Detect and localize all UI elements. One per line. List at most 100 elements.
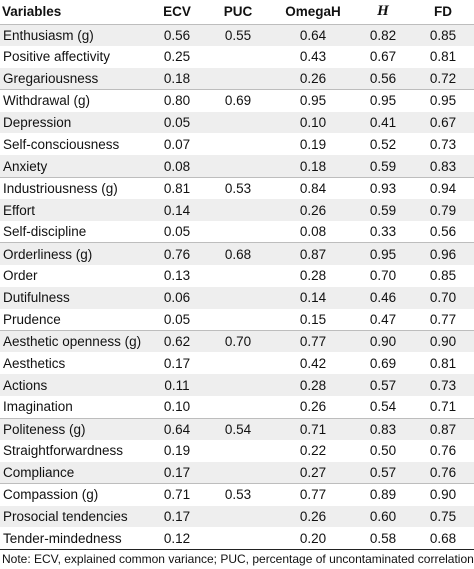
header-fd: FD: [434, 4, 452, 20]
cell-fd: 0.81: [429, 355, 457, 371]
header-h: H: [377, 3, 389, 20]
cell-puc: [204, 265, 272, 287]
cell-h: 0.50: [369, 443, 397, 459]
cell-ecv: 0.80: [150, 89, 204, 112]
cell-variable: Prudence: [3, 311, 61, 327]
table-row: Imagination 0.10 0.26 0.54 0.71: [0, 396, 474, 418]
cell-variable: Industriousness (g): [0, 176, 150, 200]
table-row: Anxiety 0.08 0.18 0.59 0.83: [0, 155, 474, 178]
table-row: Politeness (g) 0.64 0.54 0.71 0.83 0.87: [0, 417, 474, 440]
cell-omegah: 0.77: [272, 483, 354, 506]
table-row: Tender-mindedness 0.12 0.20 0.58 0.68: [0, 527, 474, 549]
cell-h: 0.59: [369, 158, 397, 174]
table-row: Actions 0.11 0.28 0.57 0.73: [0, 374, 474, 397]
cell-variable: Imagination: [3, 399, 73, 415]
cell-variable: Gregariousness: [3, 70, 99, 86]
table-note: Note: ECV, explained common variance; PU…: [0, 549, 474, 569]
header-ecv: ECV: [163, 4, 191, 20]
cell-ecv: 0.62: [150, 329, 204, 353]
cell-variable: Aesthetic openness (g): [0, 329, 150, 353]
cell-ecv: 0.14: [163, 202, 191, 218]
table-row: Compassion (g) 0.71 0.53 0.77 0.89 0.90: [0, 483, 474, 506]
cell-h: 0.95: [354, 89, 412, 112]
cell-ecv: 0.13: [163, 268, 191, 284]
cell-variable: Orderliness (g): [0, 242, 150, 265]
table-row: Order 0.13 0.28 0.70 0.85: [0, 265, 474, 287]
cell-h: 0.52: [369, 136, 397, 152]
table-row: Gregariousness 0.18 0.26 0.56 0.72: [0, 67, 474, 90]
cell-fd: 0.73: [429, 136, 457, 152]
cell-puc: [204, 221, 272, 243]
cell-h: 0.95: [354, 242, 412, 265]
cell-ecv: 0.19: [163, 443, 191, 459]
cell-ecv: 0.81: [150, 176, 204, 200]
cell-puc: [204, 352, 272, 374]
header-puc: PUC: [223, 4, 253, 20]
cell-ecv: 0.17: [163, 509, 191, 525]
table-row: Dutifulness 0.06 0.14 0.46 0.70: [0, 286, 474, 309]
cell-omegah: 0.08: [299, 224, 327, 240]
cell-puc: [204, 46, 272, 68]
cell-variable: Aesthetics: [3, 355, 66, 371]
table-row: Effort 0.14 0.26 0.59 0.79: [0, 199, 474, 222]
cell-fd: 0.72: [429, 70, 457, 86]
cell-puc: 0.53: [204, 483, 272, 506]
cell-fd: 0.95: [412, 89, 474, 112]
table-row: Industriousness (g) 0.81 0.53 0.84 0.93 0.94: [0, 176, 474, 200]
cell-omegah: 0.95: [272, 89, 354, 112]
table-row: Prudence 0.05 0.15 0.47 0.77: [0, 309, 474, 331]
cell-puc: [204, 527, 272, 549]
cell-fd: 0.76: [429, 465, 457, 480]
cell-puc: [204, 309, 272, 331]
cell-puc: 0.70: [204, 329, 272, 353]
cell-fd: 0.90: [412, 483, 474, 506]
cell-h: 0.46: [369, 290, 397, 306]
cell-ecv: 0.05: [163, 224, 191, 240]
cell-h: 0.56: [369, 70, 397, 86]
table-row: Aesthetics 0.17 0.42 0.69 0.81: [0, 352, 474, 374]
cell-puc: [204, 506, 272, 528]
cell-puc: [204, 374, 272, 396]
header-row: Variables ECV PUC OmegaH H FD: [0, 0, 474, 24]
cell-ecv: 0.08: [163, 158, 191, 174]
cell-fd: 0.75: [429, 509, 457, 525]
cell-fd: 0.81: [429, 49, 457, 65]
cell-puc: [204, 462, 272, 484]
cell-fd: 0.90: [412, 329, 474, 353]
cell-variable: Straightforwardness: [3, 443, 124, 459]
cell-h: 0.67: [369, 49, 397, 65]
cell-ecv: 0.17: [163, 355, 191, 371]
cell-ecv: 0.17: [163, 465, 191, 480]
table-body: Enthusiasm (g) 0.56 0.55 0.64 0.82 0.85 Positi…: [0, 23, 474, 549]
cell-variable: Politeness (g): [0, 417, 150, 440]
cell-variable: Order: [3, 268, 38, 284]
cell-h: 0.57: [369, 465, 397, 480]
cell-variable: Effort: [3, 202, 36, 218]
cell-ecv: 0.06: [163, 290, 191, 306]
table-row: Prosocial tendencies 0.17 0.26 0.60 0.75: [0, 505, 474, 528]
cell-ecv: 0.11: [164, 377, 190, 393]
cell-h: 0.33: [369, 224, 397, 240]
cell-h: 0.60: [369, 509, 397, 525]
cell-puc: [204, 68, 272, 90]
cell-ecv: 0.56: [150, 23, 204, 46]
cell-variable: Actions: [3, 377, 48, 393]
cell-variable: Prosocial tendencies: [3, 509, 128, 525]
cell-ecv: 0.64: [150, 417, 204, 440]
cell-omegah: 0.26: [299, 399, 327, 415]
cell-variable: Compliance: [3, 465, 75, 480]
cell-ecv: 0.18: [163, 70, 191, 86]
cell-variable: Withdrawal (g): [0, 89, 150, 112]
cell-puc: [204, 440, 272, 462]
cell-variable: Positive affectivity: [3, 49, 111, 65]
cell-h: 0.54: [369, 399, 397, 415]
cell-omegah: 0.27: [299, 465, 327, 480]
cell-h: 0.82: [354, 23, 412, 46]
cell-omegah: 0.14: [299, 290, 327, 306]
cell-fd: 0.77: [429, 311, 457, 327]
cell-omegah: 0.26: [299, 70, 327, 86]
cell-puc: [204, 396, 272, 418]
cell-ecv: 0.05: [163, 311, 191, 327]
cell-h: 0.41: [369, 115, 397, 130]
cell-omegah: 0.19: [299, 136, 327, 152]
